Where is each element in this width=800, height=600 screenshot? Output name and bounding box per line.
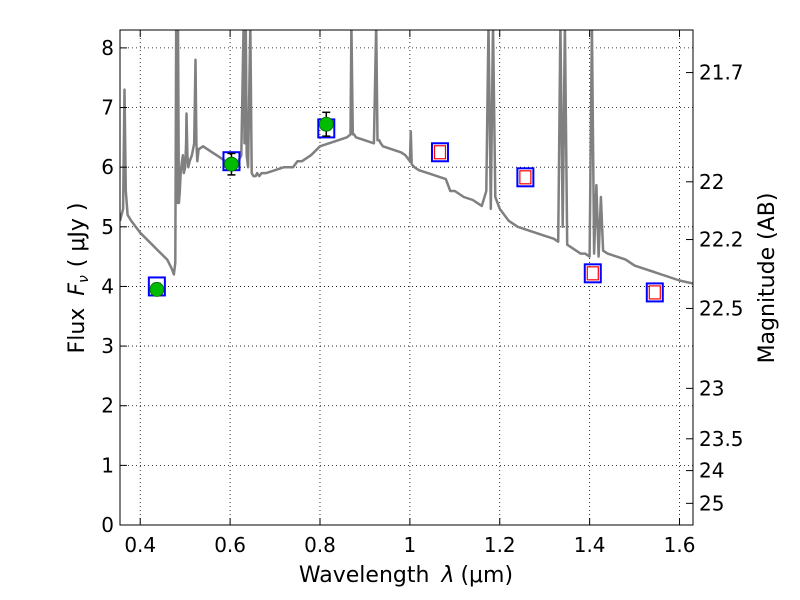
y-tick-label: 0 [101, 513, 114, 537]
y-tick-label: 7 [101, 96, 114, 120]
y-tick-label: 6 [101, 155, 114, 179]
photometry-points [147, 111, 664, 303]
x-tick-label: 0.6 [214, 533, 246, 557]
x-axis-label-unit: (μm) [460, 563, 513, 588]
x-axis-label-symbol: λ [440, 563, 454, 588]
predicted-flux-square [648, 285, 661, 300]
x-tick-label: 1.2 [484, 533, 516, 557]
model-flux-square [430, 142, 449, 163]
y-axis-label-unit: ( μJy ) [65, 203, 90, 268]
magnitude-tick-label: 22.5 [699, 296, 744, 320]
y-axis-label-text: Flux [65, 308, 90, 354]
y-axis-ticks: 0 1 2 3 4 5 6 7 8 [101, 36, 127, 537]
y-tick-label: 4 [101, 274, 114, 298]
y-axis-label-symbol: F [65, 283, 90, 296]
y-tick-label: 5 [101, 215, 114, 239]
model-flux-square [516, 167, 535, 188]
y-tick-label: 3 [101, 334, 114, 358]
magnitude-axis-ticks: 21.7 22 22.2 22.5 23 23.5 24 25 [686, 61, 744, 515]
y-tick-label: 8 [101, 36, 114, 60]
plot-area [120, 30, 693, 525]
magnitude-tick-label: 25 [699, 491, 724, 515]
magnitude-tick-label: 22 [699, 170, 724, 194]
magnitude-tick-label: 22.2 [699, 228, 744, 252]
observed-flux-point [224, 156, 239, 172]
model-flux-square [645, 282, 664, 303]
y-tick-label: 1 [101, 453, 114, 477]
y-axis-label: Flux Fν ( μJy ) [65, 203, 92, 354]
plot-frame [119, 29, 694, 526]
y-tick-label: 2 [101, 394, 114, 418]
y-axis-label-subscript: ν [76, 275, 92, 283]
x-tick-label: 1.4 [574, 533, 606, 557]
magnitude-tick-label: 23 [699, 376, 724, 400]
predicted-flux-square [586, 266, 599, 281]
magnitude-tick-label: 23.5 [699, 427, 744, 451]
x-tick-label: 0.8 [304, 533, 336, 557]
predicted-flux-square [519, 170, 532, 185]
magnitude-axis-label: Magnitude (AB) [755, 193, 780, 364]
x-tick-label: 0.4 [124, 533, 156, 557]
observed-flux-point [318, 116, 334, 132]
x-tick-label: 1 [404, 533, 417, 557]
magnitude-tick-label: 21.7 [699, 61, 744, 85]
spectrum-line [120, 30, 693, 285]
predicted-flux-square [433, 145, 447, 160]
observed-flux-point [149, 282, 165, 297]
model-flux-square [583, 263, 602, 284]
x-axis-label: Wavelength λ (μm) [299, 563, 513, 588]
magnitude-tick-label: 24 [699, 459, 724, 483]
grid-lines [120, 30, 693, 526]
x-axis-label-text: Wavelength [299, 563, 430, 588]
x-axis-ticks: 0.4 0.6 0.8 1 1.2 1.4 1.6 [124, 30, 695, 557]
x-tick-label: 1.6 [664, 533, 696, 557]
